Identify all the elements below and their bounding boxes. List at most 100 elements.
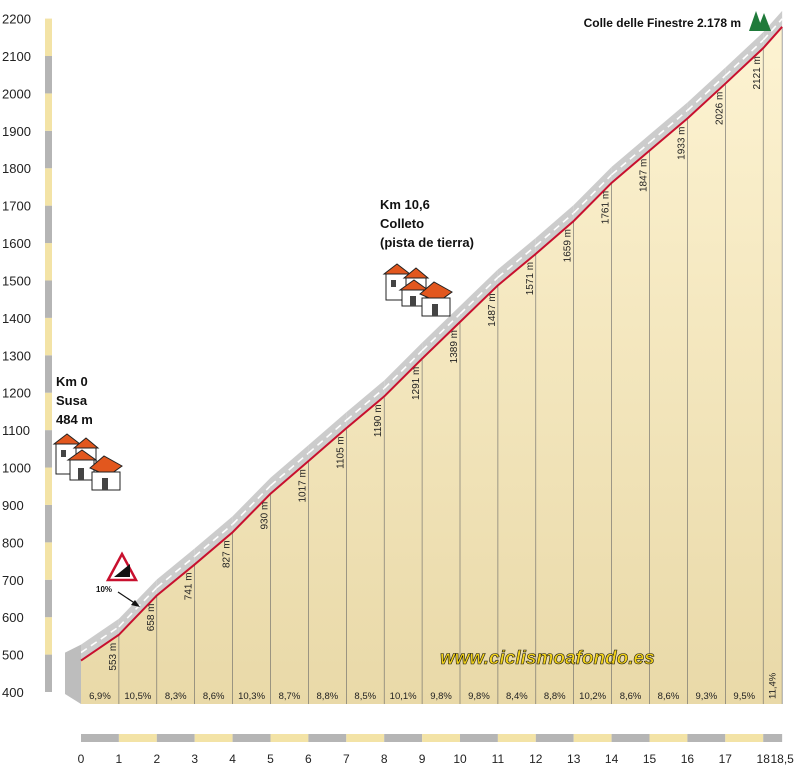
x-axis-stripe [81,734,119,742]
elevation-label: 1933 m [676,126,687,159]
y-axis-stripe [45,18,52,57]
y-axis-stripe [45,317,52,356]
x-axis: 0 1 2 3 4 5 6 7 8 9 10 11 12 13 14 15 16 17 18 18,5 [78,734,794,766]
road-centerline [345,387,385,421]
colleto-note-label: (pista de tierra) [380,235,474,250]
gradient-label: 9,8% [430,691,452,702]
y-tick-label: 1300 [2,348,31,363]
y-tick-label: 2000 [2,86,31,101]
x-tick-label: 11 [492,752,505,766]
profile-line [80,26,783,662]
elevation-label: 658 m [146,603,157,631]
x-tick-label: 2 [153,752,160,766]
gradient-label: 8,6% [620,691,642,702]
gradient-label: 8,8% [317,691,339,702]
colleto-km-label: Km 10,6 [380,197,430,212]
elevation-label: 2121 m [752,56,763,89]
summit-annotation: Colle delle Finestre 2.178 m [584,11,771,31]
max-gradient-sign: 10% [96,551,140,607]
x-axis-stripe [422,734,460,742]
colleto-name-label: Colleto [380,216,424,231]
road-edge [65,644,81,704]
x-axis-stripe [232,734,271,742]
gradient-label: 10,1% [390,691,417,702]
y-tick-label: 1900 [2,124,31,139]
y-axis [45,18,52,692]
gradient-label: 9,8% [468,691,490,702]
y-tick-label: 700 [2,573,24,588]
elevation-label: 1761 m [601,191,612,224]
website-watermark: www.ciclismoafondo.es [440,648,655,669]
road-centerline [648,109,688,144]
gradient-label: 11,4% [768,672,779,699]
y-tick-label: 1100 [2,423,30,438]
y-tick-label: 1800 [2,161,31,176]
x-tick-label: 10 [453,752,467,766]
x-tick-label: 17 [719,752,733,766]
x-axis-stripe [649,734,688,742]
road-centerline [611,142,651,176]
gradient-label: 10,3% [238,691,265,702]
elevation-label: 553 m [108,643,119,671]
x-tick-label: 7 [343,752,350,766]
y-axis-stripe [45,467,52,505]
x-axis-stripe [156,734,195,742]
road-centerline [573,174,613,214]
y-axis-stripe [45,130,52,169]
x-tick-label: 16 [681,752,695,766]
y-axis-stripe [45,392,52,431]
elevation-label: 1571 m [525,262,536,295]
road-centerline [118,586,158,628]
gradient-label: 10,5% [124,691,151,702]
x-axis-stripe [118,734,157,742]
y-axis-stripe [45,430,52,468]
x-axis-stripe [725,734,764,742]
start-km-label: Km 0 [56,374,88,389]
y-tick-label: 600 [2,610,24,625]
x-tick-label: 12 [529,752,543,766]
y-axis-stripe [45,56,52,94]
x-tick-label: 18 [757,752,771,766]
x-tick-label: 5 [267,752,274,766]
elevation-label: 741 m [184,572,195,600]
gradient-label: 6,9% [89,691,111,702]
gradient-label: 8,6% [203,691,225,702]
x-tick-label: 9 [419,752,426,766]
gradient-label: 9,3% [696,691,718,702]
elevation-label: 1017 m [297,469,308,502]
y-axis-stripe [45,243,52,281]
y-tick-label: 1500 [2,273,31,288]
x-axis-stripe [346,734,385,742]
y-tick-label: 500 [2,648,24,663]
elevation-label: 1291 m [411,367,422,400]
road-band-segment [81,618,119,661]
road-centerline [686,75,726,112]
road-centerline [459,276,499,315]
gradient-label: 8,4% [506,691,528,702]
road-centerline [421,313,461,352]
town-houses-icon [382,263,453,317]
y-axis-stripe [45,542,52,580]
y-axis-stripe [45,355,52,393]
y-tick-label: 900 [2,498,24,513]
x-tick-label: 14 [605,752,619,766]
y-tick-label: 1000 [2,461,31,476]
elevation-label: 2026 m [714,92,725,125]
y-tick-label: 2100 [2,49,31,64]
y-axis-stripe [45,579,52,618]
y-tick-label: 1400 [2,311,31,326]
y-tick-label: 400 [2,685,24,700]
y-tick-label: 800 [2,535,24,550]
road-centerline [156,555,196,589]
arrow-icon [131,600,140,607]
profile-area [81,26,783,704]
x-axis-stripe [384,734,423,742]
y-tick-label: 2200 [2,12,31,27]
start-town-label: Susa [56,393,88,408]
mountain-tree-icon [749,11,771,31]
gradient-label: 10,2% [579,691,606,702]
gradient-label: 8,6% [658,691,680,702]
max-gradient-label: 10% [96,585,112,594]
x-axis-stripe [270,734,309,742]
